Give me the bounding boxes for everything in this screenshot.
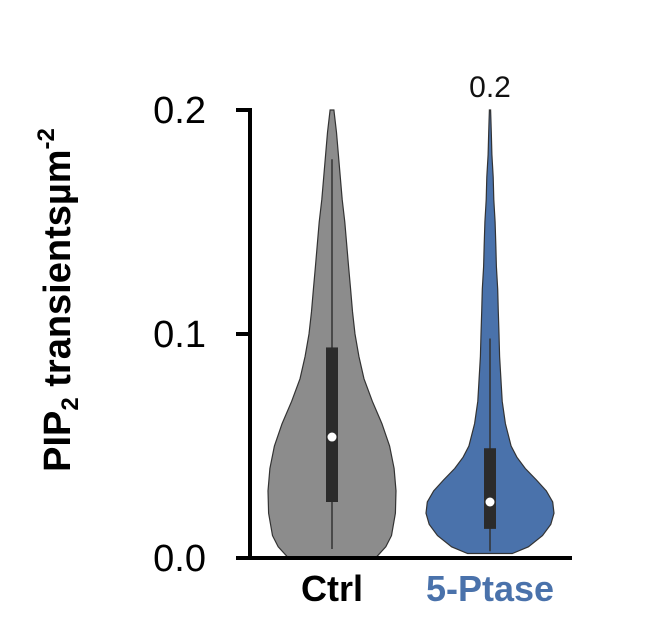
y-label-superscript: -2	[33, 128, 60, 149]
y-tick-label: 0.0	[153, 538, 206, 580]
y-ticks: 0.0 0.1 0.2	[153, 90, 250, 580]
median-dot-ctrl	[327, 432, 337, 442]
iqr-box-5-ptase	[484, 448, 496, 529]
y-tick-label: 0.2	[153, 90, 206, 132]
y-tick-label: 0.1	[153, 314, 206, 356]
y-label-unit: µm	[37, 149, 79, 205]
y-label-middle: transients	[37, 205, 79, 397]
category-label-ctrl: Ctrl	[301, 568, 363, 609]
plot-area: 0.0 0.1 0.2	[153, 90, 572, 580]
violins	[267, 109, 555, 559]
violin-body-5-ptase	[425, 109, 555, 555]
iqr-box-ctrl	[326, 347, 338, 502]
y-axis-label: PIP2 transientsµm-2	[33, 128, 84, 472]
y-label-subscript: 2	[57, 397, 84, 410]
median-dot-5-ptase	[485, 497, 495, 507]
y-label-prefix: PIP	[37, 411, 79, 472]
category-label-5-ptase: 5-Ptase	[426, 568, 554, 609]
annotation-label: 0.2	[469, 71, 511, 104]
